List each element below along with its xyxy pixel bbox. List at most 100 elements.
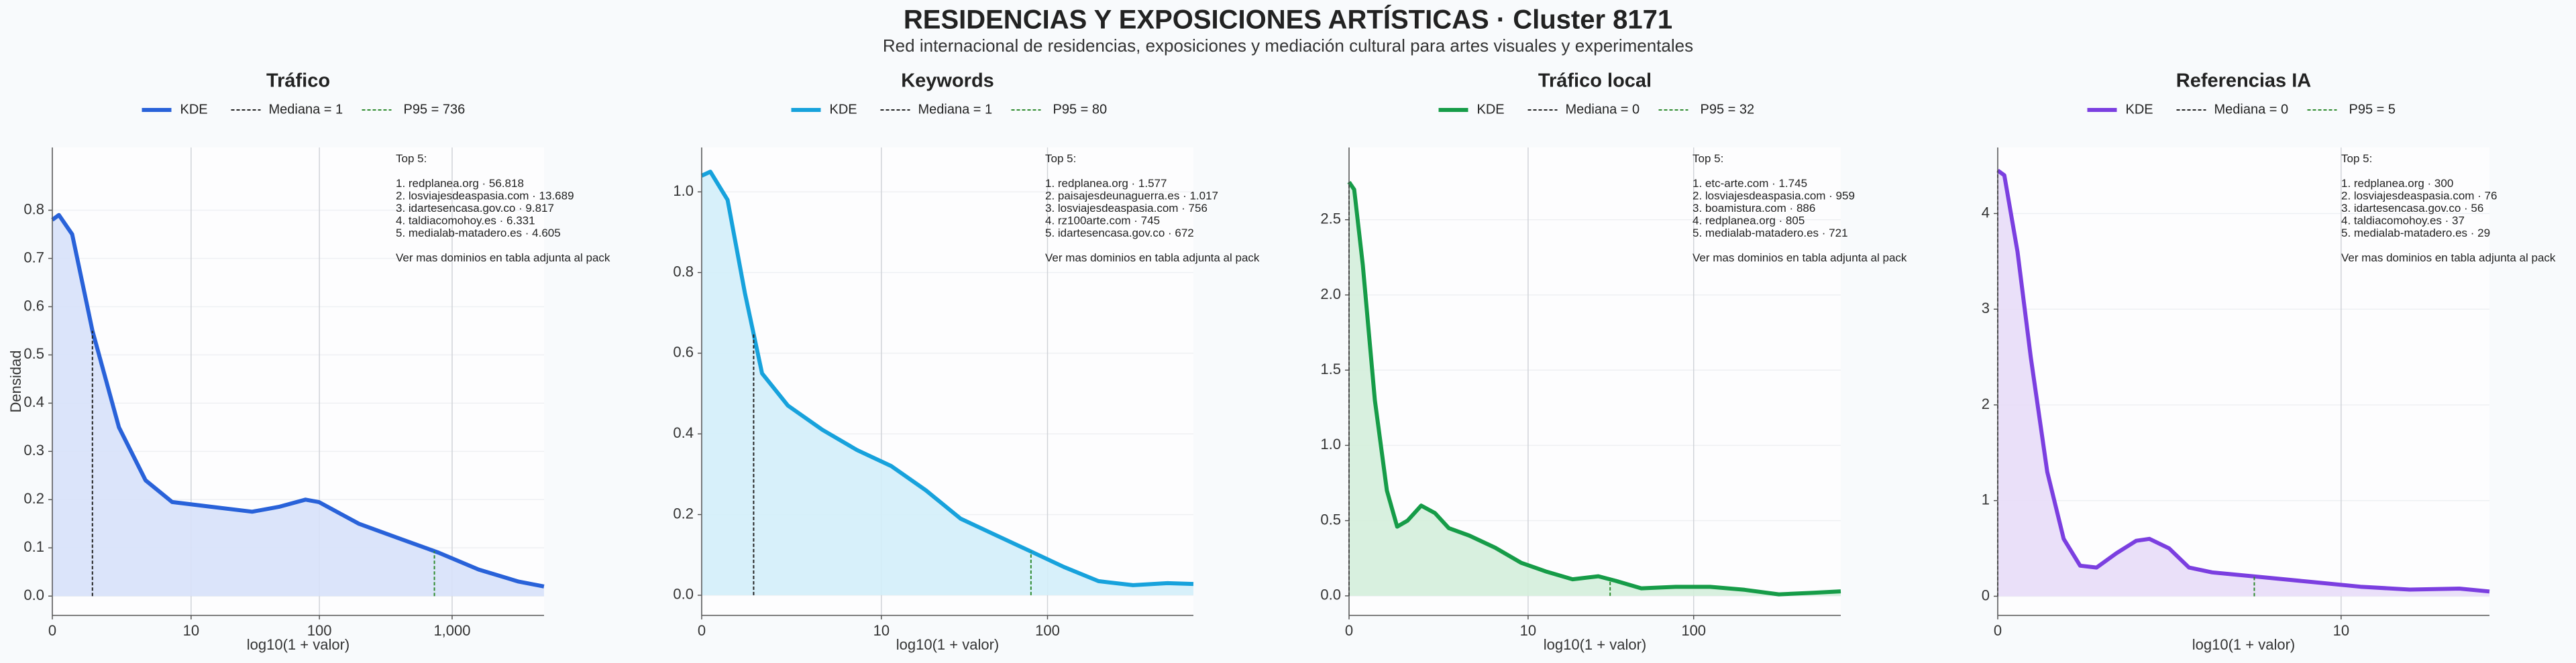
panel: Tráfico local 0.0 0.5 1.0 1.5 2.0 2.5 0 10 100 log… bbox=[1320, 70, 1907, 653]
annotation-item: 2. paisajesdeunaguerra.es · 1.017 bbox=[1045, 190, 1218, 202]
x-axis-label: log10(1 + valor) bbox=[2192, 636, 2295, 653]
legend-label: Mediana = 1 bbox=[918, 102, 993, 117]
annotation-item: 1. etc-arte.com · 1.745 bbox=[1693, 177, 1807, 190]
x-tick-label: 0 bbox=[48, 622, 56, 639]
legend-label: P95 = 5 bbox=[2349, 102, 2396, 117]
x-tick-label: 10 bbox=[873, 622, 890, 639]
legend-label: Mediana = 0 bbox=[2214, 102, 2289, 117]
annotation-heading: Top 5: bbox=[1693, 152, 1723, 165]
annotation-item: 1. redplanea.org · 1.577 bbox=[1045, 177, 1167, 190]
annotation-note: Ver mas dominios en tabla adjunta al pac… bbox=[1693, 251, 1907, 264]
annotation-item: 4. taldiacomohoy.es · 6.331 bbox=[396, 215, 535, 227]
annotation-item: 4. redplanea.org · 805 bbox=[1693, 215, 1805, 227]
annotation-item: 5. idartesencasa.gov.co · 672 bbox=[1045, 227, 1194, 239]
x-tick-label: 0 bbox=[1345, 622, 1353, 639]
kde-line bbox=[1347, 180, 1841, 597]
y-tick-label: 1 bbox=[1982, 491, 1990, 508]
annotation-item: 4. taldiacomohoy.es · 37 bbox=[2341, 215, 2465, 227]
y-tick-label: 0.5 bbox=[23, 345, 44, 362]
y-tick-label: 0.0 bbox=[23, 587, 44, 603]
y-tick-label: 2.5 bbox=[1320, 210, 1341, 227]
x-axis-label: log10(1 + valor) bbox=[1544, 636, 1646, 653]
annotation-item: 5. medialab-matadero.es · 4.605 bbox=[396, 227, 561, 239]
legend-label: KDE bbox=[2126, 102, 2153, 117]
x-tick-label: 100 bbox=[1035, 622, 1060, 639]
panel: Tráfico 0.0 0.1 0.2 0.3 0.4 0.5 0.6 0.7 0.8 0 10 100… bbox=[7, 70, 610, 653]
y-tick-label: 1.0 bbox=[673, 182, 694, 199]
y-tick-label: 0.7 bbox=[23, 249, 44, 265]
y-axis-label: Densidad bbox=[7, 351, 24, 413]
plot-area bbox=[1998, 147, 2489, 615]
y-tick-label: 0.2 bbox=[23, 490, 44, 507]
y-tick-label: 1.5 bbox=[1320, 361, 1341, 377]
x-tick-label: 100 bbox=[307, 622, 332, 639]
panel-title: Referencias IA bbox=[2176, 70, 2312, 92]
panel-title: Tráfico bbox=[266, 70, 330, 92]
x-tick-label: 10 bbox=[1520, 622, 1536, 639]
annotation-item: 1. redplanea.org · 56.818 bbox=[396, 177, 524, 190]
y-tick-label: 1.0 bbox=[1320, 436, 1341, 453]
annotation-item: 3. idartesencasa.gov.co · 56 bbox=[2341, 202, 2483, 215]
y-tick-label: 0.4 bbox=[23, 394, 44, 410]
kde-area bbox=[702, 172, 1193, 595]
annotation-note: Ver mas dominios en tabla adjunta al pac… bbox=[396, 251, 610, 264]
annotation-note: Ver mas dominios en tabla adjunta al pac… bbox=[1045, 251, 1260, 264]
y-tick-label: 0.4 bbox=[673, 424, 694, 441]
legend-label: P95 = 32 bbox=[1701, 102, 1755, 117]
annotation-heading: Top 5: bbox=[1045, 152, 1076, 165]
y-tick-label: 0.0 bbox=[1320, 587, 1341, 603]
kde-area bbox=[52, 215, 544, 597]
y-tick-label: 2.0 bbox=[1320, 286, 1341, 302]
x-tick-label: 0 bbox=[1994, 622, 2002, 639]
y-tick-label: 4 bbox=[1982, 204, 1990, 221]
annotation-item: 3. losviajesdeaspasia.com · 756 bbox=[1045, 202, 1208, 215]
y-tick-label: 0.1 bbox=[23, 538, 44, 555]
x-axis-label: log10(1 + valor) bbox=[896, 636, 999, 653]
y-tick-label: 0.8 bbox=[23, 200, 44, 217]
legend-label: Mediana = 1 bbox=[269, 102, 343, 117]
legend-label: P95 = 736 bbox=[404, 102, 466, 117]
annotation-item: 4. rz100arte.com · 745 bbox=[1045, 215, 1160, 227]
panel-title: Tráfico local bbox=[1538, 70, 1652, 92]
panel: Referencias IA 0 1 2 3 4 0 10 log10(1 + valor) KD… bbox=[1982, 70, 2556, 653]
annotation-note: Ver mas dominios en tabla adjunta al pac… bbox=[2341, 251, 2556, 264]
panel: Keywords 0.0 0.2 0.4 0.6 0.8 1.0 0 10 100 log10(1 … bbox=[673, 70, 1260, 653]
y-tick-label: 0.3 bbox=[23, 442, 44, 459]
y-tick-label: 0.2 bbox=[673, 505, 694, 522]
annotation-item: 5. medialab-matadero.es · 721 bbox=[1693, 227, 1848, 239]
x-tick-label: 0 bbox=[698, 622, 706, 639]
x-tick-label: 1,000 bbox=[433, 622, 470, 639]
annotation-item: 3. idartesencasa.gov.co · 9.817 bbox=[396, 202, 554, 215]
legend-label: P95 = 80 bbox=[1053, 102, 1108, 117]
y-tick-label: 0.6 bbox=[673, 344, 694, 361]
legend-label: Mediana = 0 bbox=[1566, 102, 1640, 117]
y-tick-label: 0.8 bbox=[673, 263, 694, 280]
kde-line bbox=[700, 170, 1194, 587]
x-tick-label: 10 bbox=[2333, 622, 2349, 639]
x-axis-label: log10(1 + valor) bbox=[247, 636, 350, 653]
legend-label: KDE bbox=[830, 102, 857, 117]
annotation-item: 2. losviajesdeaspasia.com · 13.689 bbox=[396, 190, 574, 202]
y-tick-label: 3 bbox=[1982, 300, 1990, 316]
legend-label: KDE bbox=[180, 102, 208, 117]
y-tick-label: 0.0 bbox=[673, 586, 694, 603]
x-tick-label: 10 bbox=[183, 622, 199, 639]
kde-line bbox=[51, 213, 545, 589]
annotation-item: 2. losviajesdeaspasia.com · 959 bbox=[1693, 190, 1855, 202]
kde-line bbox=[1996, 168, 2490, 594]
annotation-heading: Top 5: bbox=[2341, 152, 2372, 165]
annotation-heading: Top 5: bbox=[396, 152, 427, 165]
annotation-item: 1. redplanea.org · 300 bbox=[2341, 177, 2453, 190]
annotation-item: 2. losviajesdeaspasia.com · 76 bbox=[2341, 190, 2497, 202]
x-tick-label: 100 bbox=[1681, 622, 1706, 639]
y-tick-label: 0 bbox=[1982, 587, 1990, 603]
figure-subtitle: Red internacional de residencias, exposi… bbox=[883, 36, 1693, 56]
figure-title: RESIDENCIAS Y EXPOSICIONES ARTÍSTICAS · … bbox=[904, 5, 1672, 35]
legend-label: KDE bbox=[1477, 102, 1505, 117]
panel-title: Keywords bbox=[901, 70, 994, 92]
y-tick-label: 0.5 bbox=[1320, 511, 1341, 528]
annotation-item: 5. medialab-matadero.es · 29 bbox=[2341, 227, 2490, 239]
y-tick-label: 0.6 bbox=[23, 297, 44, 314]
kde-area bbox=[1998, 170, 2489, 597]
